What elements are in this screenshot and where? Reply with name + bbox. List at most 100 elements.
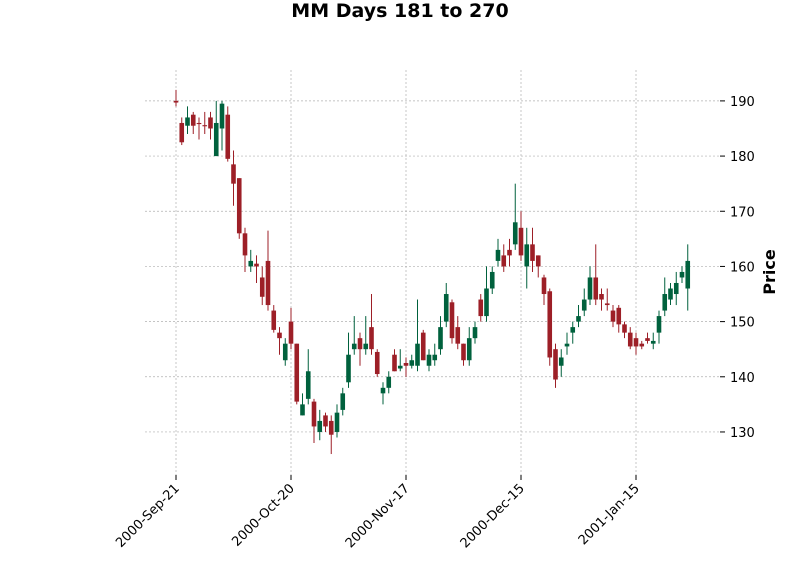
candle-body <box>501 255 507 267</box>
candle-body <box>547 291 553 358</box>
candle-body <box>236 178 242 234</box>
candle-body <box>679 271 685 278</box>
candle-body <box>311 401 317 427</box>
candle-body <box>392 354 397 372</box>
candle-body <box>271 310 277 330</box>
x-tick-label: 2000-Sep-21 <box>113 481 183 551</box>
y-tick-label: 130 <box>730 426 755 441</box>
candle-body <box>351 343 357 350</box>
candle-body <box>346 354 351 383</box>
candle-body <box>369 327 374 350</box>
y-tick-label: 150 <box>730 316 755 331</box>
candle-body <box>334 412 340 432</box>
candle-body <box>403 362 409 366</box>
candle-body <box>386 376 392 388</box>
candle-body <box>397 365 403 369</box>
candle-body <box>294 343 300 402</box>
candle-body <box>622 324 627 333</box>
candle-body <box>305 371 311 399</box>
x-tick-label: 2000-Oct-20 <box>229 481 297 549</box>
candle-body <box>328 420 334 435</box>
candle-body <box>484 288 489 317</box>
candle-body <box>415 343 420 366</box>
candle-body <box>340 393 346 410</box>
candle-body <box>478 299 484 317</box>
candle-body <box>179 122 185 143</box>
candle-body <box>248 260 254 267</box>
y-tick-label: 190 <box>730 95 755 110</box>
candle-body <box>495 249 501 261</box>
candle-body <box>363 343 369 350</box>
candle-body <box>317 420 323 432</box>
candle-body <box>466 338 472 361</box>
candle-body <box>599 294 604 300</box>
candle-body <box>242 233 248 256</box>
candle-body <box>300 404 305 416</box>
candle-body <box>593 277 599 300</box>
candle-body <box>219 103 225 129</box>
candle-body <box>587 277 593 300</box>
candle-body <box>420 332 426 361</box>
candle-body <box>277 332 282 339</box>
candle-body <box>581 299 587 311</box>
chart-title: MM Days 181 to 270 <box>291 0 508 22</box>
candle-body <box>535 255 541 267</box>
candle-body <box>662 294 668 311</box>
candle-body <box>202 125 208 127</box>
candle-body <box>213 122 219 157</box>
candle-body <box>190 114 196 126</box>
candle-body <box>265 260 271 306</box>
x-tick-label: 2001-Jan-15 <box>576 481 643 548</box>
candle-body <box>564 343 570 347</box>
candle-body <box>639 343 645 347</box>
candle-body <box>443 294 449 322</box>
candle-body <box>374 351 380 375</box>
candle-body <box>541 277 547 295</box>
candle-body <box>288 321 294 344</box>
candle-body <box>489 271 495 289</box>
candle-body <box>409 360 415 366</box>
candle-body <box>438 327 443 350</box>
candle-body <box>512 222 518 245</box>
candle-body <box>616 307 622 325</box>
candle-body <box>449 302 455 339</box>
candle-body <box>380 387 386 394</box>
candle-body <box>225 114 231 159</box>
y-axis-label: Price <box>760 249 779 295</box>
candle-body <box>524 244 530 267</box>
candle-body <box>673 282 679 295</box>
candle-body <box>604 303 610 306</box>
candle-body <box>627 332 633 347</box>
candle-body <box>455 327 461 344</box>
candle-body <box>553 349 558 380</box>
candle-body <box>685 260 691 289</box>
y-tick-label: 160 <box>730 260 755 275</box>
x-tick-label: 2000-Dec-15 <box>458 481 528 551</box>
candle-body <box>282 343 288 361</box>
candle-body <box>357 338 363 350</box>
x-tick-label: 2000-Nov-17 <box>343 481 413 551</box>
candle-body <box>518 227 524 256</box>
candle-body <box>656 316 662 333</box>
y-tick-label: 180 <box>730 150 755 165</box>
candle-body <box>576 316 581 322</box>
candle-body <box>259 277 265 297</box>
candle-body <box>610 310 616 322</box>
candle-body <box>461 343 466 361</box>
candle-body <box>570 327 576 333</box>
candle-body <box>668 288 673 300</box>
candle-body <box>507 249 512 256</box>
candle-body <box>426 354 432 366</box>
candle-body <box>558 357 564 366</box>
candle-body <box>323 415 328 427</box>
candle-body <box>432 354 438 361</box>
candle-body <box>231 164 236 184</box>
candle-body <box>196 122 202 125</box>
candle-body <box>185 117 190 126</box>
candle-body <box>650 340 656 344</box>
candle-body <box>633 338 639 347</box>
candle-body <box>530 244 535 261</box>
y-tick-label: 140 <box>730 371 755 386</box>
candle-body <box>254 263 259 267</box>
